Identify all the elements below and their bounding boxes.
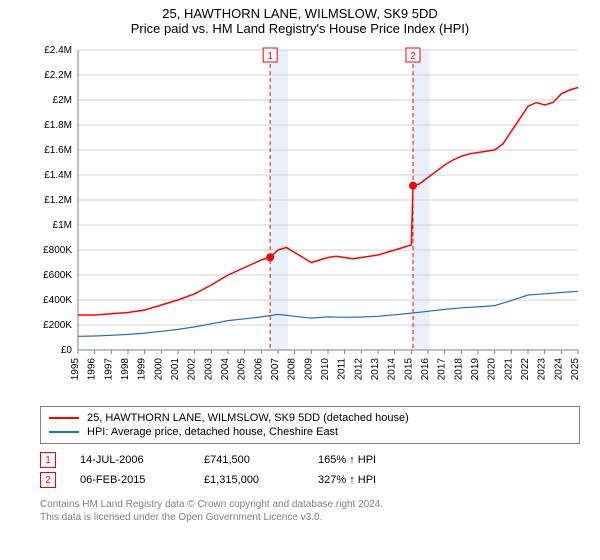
legend-swatch — [49, 431, 79, 433]
legend-label: 25, HAWTHORN LANE, WILMSLOW, SK9 5DD (de… — [87, 412, 409, 424]
svg-text:2: 2 — [410, 51, 416, 62]
svg-text:2012: 2012 — [353, 358, 364, 381]
sales-table: 1 14-JUL-2006 £741,500 165% ↑ HPI 2 06-F… — [40, 450, 580, 490]
svg-text:2019: 2019 — [470, 358, 481, 381]
sale-hpi-pct: 165% ↑ HPI — [318, 454, 408, 466]
svg-text:2015: 2015 — [403, 358, 414, 381]
legend-item: 25, HAWTHORN LANE, WILMSLOW, SK9 5DD (de… — [49, 411, 571, 425]
svg-text:£1.6M: £1.6M — [44, 145, 72, 156]
svg-text:£2.4M: £2.4M — [44, 45, 72, 56]
svg-text:2021: 2021 — [503, 358, 514, 381]
chart-container: 25, HAWTHORN LANE, WILMSLOW, SK9 5DD Pri… — [0, 0, 600, 560]
sale-price: £741,500 — [204, 454, 294, 466]
svg-text:1997: 1997 — [103, 358, 114, 381]
legend-item: HPI: Average price, detached house, Ches… — [49, 425, 571, 439]
svg-text:2004: 2004 — [220, 358, 231, 381]
svg-text:1999: 1999 — [137, 358, 148, 381]
price-chart-svg: £0 £200K £400K £600K £800K £1M £1.2M £1.4M £1.6M… — [30, 42, 590, 402]
title-block: 25, HAWTHORN LANE, WILMSLOW, SK9 5DD Pri… — [0, 0, 600, 36]
svg-text:£200K: £200K — [43, 320, 72, 331]
title-subtitle: Price paid vs. HM Land Registry's House … — [0, 21, 600, 36]
sale-price: £1,315,000 — [204, 474, 294, 486]
svg-text:£800K: £800K — [43, 245, 72, 256]
chart-area: £0 £200K £400K £600K £800K £1M £1.2M £1.4M £1.6M… — [30, 42, 590, 402]
table-row: 1 14-JUL-2006 £741,500 165% ↑ HPI — [40, 450, 580, 470]
svg-text:2010: 2010 — [320, 358, 331, 381]
svg-text:2025: 2025 — [570, 358, 581, 381]
svg-text:£2.2M: £2.2M — [44, 70, 72, 81]
svg-text:£600K: £600K — [43, 270, 72, 281]
svg-text:2024: 2024 — [553, 358, 564, 381]
svg-text:£1.4M: £1.4M — [44, 170, 72, 181]
table-row: 2 06-FEB-2015 £1,315,000 327% ↑ HPI — [40, 470, 580, 490]
svg-text:2022: 2022 — [520, 358, 531, 381]
legend-label: HPI: Average price, detached house, Ches… — [87, 426, 338, 438]
attribution-line: This data is licensed under the Open Gov… — [40, 511, 580, 524]
svg-text:2017: 2017 — [437, 358, 448, 381]
svg-text:£2M: £2M — [53, 95, 72, 106]
svg-text:£1.8M: £1.8M — [44, 120, 72, 131]
svg-text:2000: 2000 — [153, 358, 164, 381]
legend-box: 25, HAWTHORN LANE, WILMSLOW, SK9 5DD (de… — [40, 406, 580, 444]
svg-text:£1M: £1M — [53, 220, 72, 231]
sale-date: 06-FEB-2015 — [80, 474, 180, 486]
sale-hpi-pct: 327% ↑ HPI — [318, 474, 408, 486]
sale-marker-box: 2 — [40, 472, 56, 488]
legend-swatch — [49, 417, 79, 419]
svg-text:2016: 2016 — [420, 358, 431, 381]
svg-text:2014: 2014 — [387, 358, 398, 381]
title-address: 25, HAWTHORN LANE, WILMSLOW, SK9 5DD — [0, 6, 600, 21]
attribution-line: Contains HM Land Registry data © Crown c… — [40, 498, 580, 511]
svg-text:2009: 2009 — [303, 358, 314, 381]
svg-text:1995: 1995 — [70, 358, 81, 381]
svg-text:2008: 2008 — [287, 358, 298, 381]
svg-text:2002: 2002 — [187, 358, 198, 381]
svg-text:2006: 2006 — [253, 358, 264, 381]
svg-text:2018: 2018 — [453, 358, 464, 381]
svg-text:2013: 2013 — [370, 358, 381, 381]
svg-text:2005: 2005 — [237, 358, 248, 381]
svg-text:2023: 2023 — [537, 358, 548, 381]
svg-text:1996: 1996 — [87, 358, 98, 381]
svg-text:2001: 2001 — [170, 358, 181, 381]
attribution-text: Contains HM Land Registry data © Crown c… — [40, 498, 580, 524]
sale-date: 14-JUL-2006 — [80, 454, 180, 466]
svg-text:2007: 2007 — [270, 358, 281, 381]
svg-text:£400K: £400K — [43, 295, 72, 306]
svg-text:£1.2M: £1.2M — [44, 195, 72, 206]
svg-text:2003: 2003 — [203, 358, 214, 381]
svg-text:£0: £0 — [61, 345, 73, 356]
svg-text:1: 1 — [267, 51, 273, 62]
sale-marker-box: 1 — [40, 452, 56, 468]
svg-text:2011: 2011 — [337, 358, 348, 380]
svg-text:1998: 1998 — [120, 358, 131, 381]
svg-text:2020: 2020 — [487, 358, 498, 381]
